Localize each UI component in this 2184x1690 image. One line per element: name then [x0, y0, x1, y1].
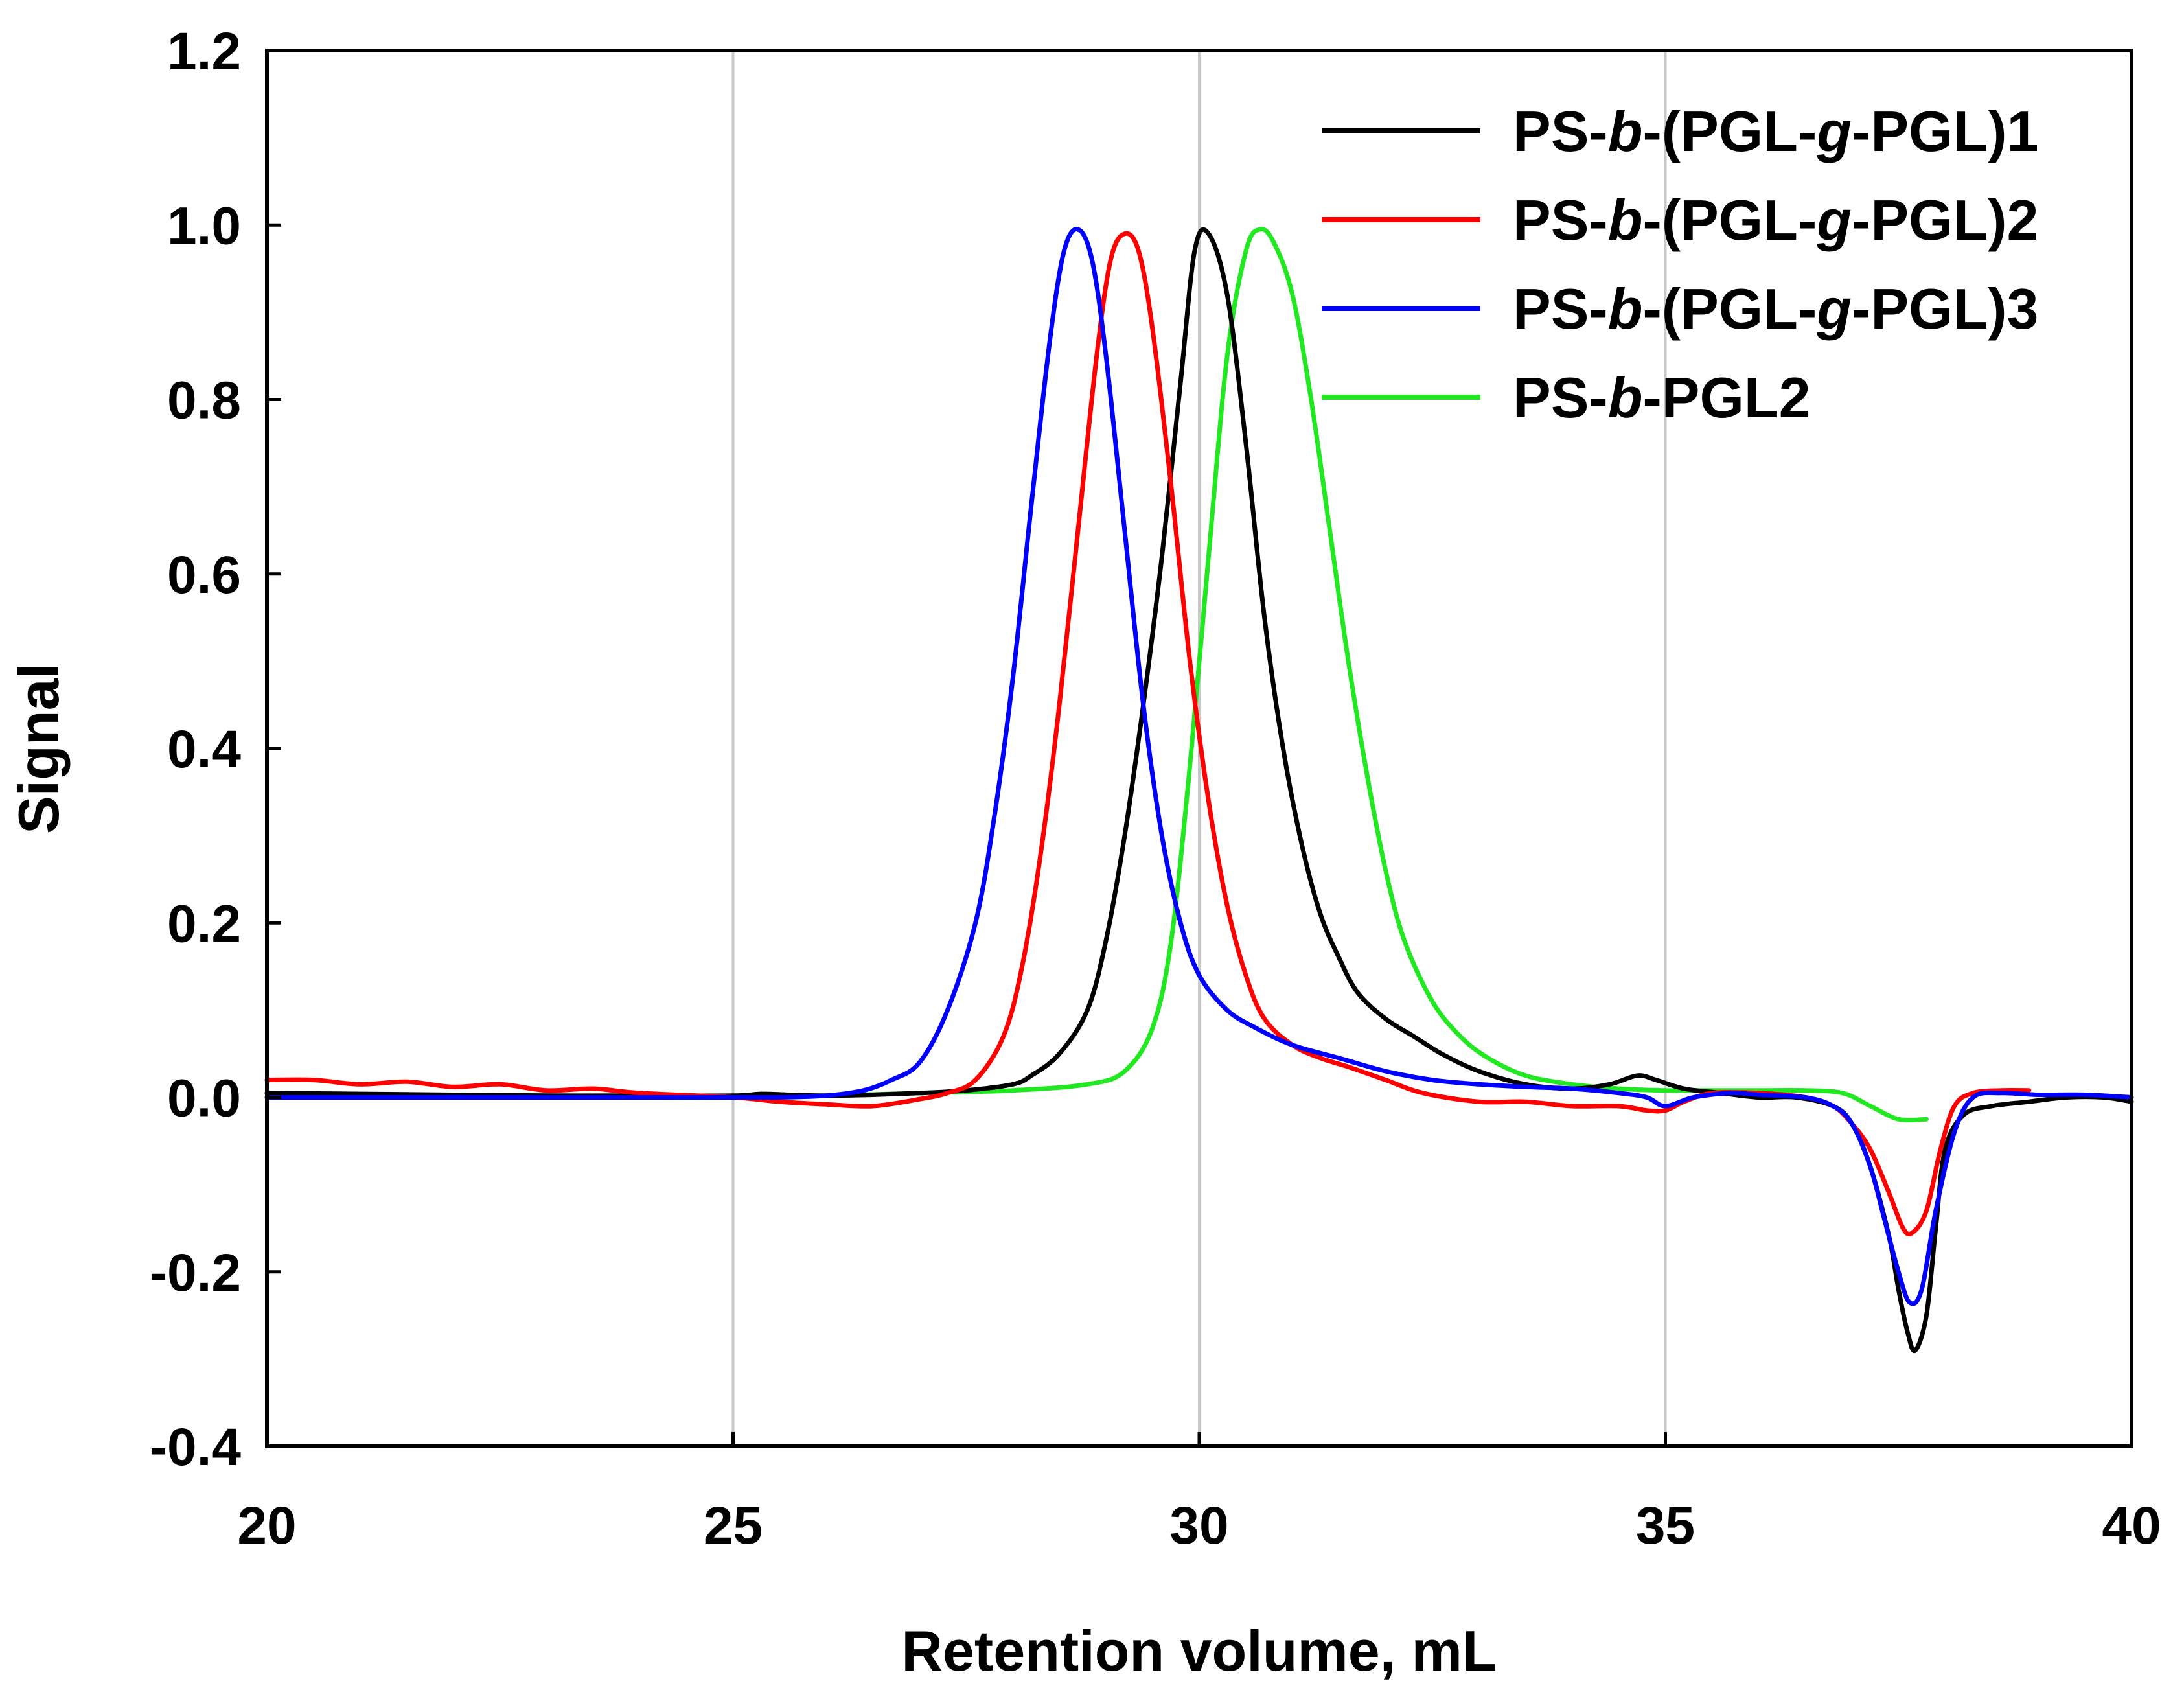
legend: PS-b-(PGL-g-PGL)1PS-b-(PGL-g-PGL)2PS-b-(…	[1322, 99, 2039, 430]
legend-label-part: g	[1816, 188, 1852, 252]
y-tick-label: 0.0	[167, 1069, 241, 1128]
x-axis-ticks: 20 25 30 35 40	[237, 1432, 2161, 1555]
legend-label-part: b	[1608, 188, 1643, 252]
series-line-1	[264, 227, 2134, 1354]
legend-label-part: b	[1608, 99, 1643, 163]
x-tick-label: 25	[704, 1496, 763, 1555]
legend-label: PS-b-(PGL-g-PGL)3	[1513, 277, 2039, 341]
legend-item-3: PS-b-(PGL-g-PGL)3	[1322, 277, 2039, 341]
x-tick-label: 30	[1169, 1496, 1228, 1555]
legend-label-part: g	[1816, 277, 1852, 341]
series-line-3	[264, 227, 2134, 1306]
legend-label-part: b	[1608, 277, 1643, 341]
legend-label-part: -(PGL-	[1642, 277, 1817, 341]
legend-label-part: -PGL)3	[1852, 277, 2038, 341]
legend-item-2: PS-b-(PGL-g-PGL)2	[1322, 188, 2039, 252]
legend-label-part: PS-	[1513, 365, 1608, 430]
legend-item-1: PS-b-(PGL-g-PGL)1	[1322, 99, 2039, 163]
legend-label-part: -PGL)2	[1852, 188, 2038, 252]
legend-label: PS-b-PGL2	[1513, 365, 1811, 430]
legend-label-part: PS-	[1513, 99, 1608, 163]
y-tick-label: 0.4	[167, 720, 241, 779]
legend-label: PS-b-(PGL-g-PGL)2	[1513, 188, 2039, 252]
legend-label-part: -(PGL-	[1642, 188, 1817, 252]
legend-label-part: b	[1608, 365, 1643, 430]
x-tick-label: 20	[237, 1496, 296, 1555]
y-tick-label: 1.0	[167, 196, 241, 255]
y-tick-label: 0.6	[167, 546, 241, 605]
legend-item-4: PS-b-PGL2	[1322, 365, 1811, 430]
legend-label-part: PS-	[1513, 277, 1608, 341]
y-axis-title: Signal	[6, 663, 71, 834]
legend-label-part: g	[1816, 99, 1852, 163]
y-tick-label: -0.2	[150, 1244, 241, 1302]
x-tick-label: 40	[2102, 1496, 2161, 1555]
legend-label-part: -(PGL-	[1642, 99, 1817, 163]
y-tick-label: 0.2	[167, 894, 241, 953]
legend-label-part: PS-	[1513, 188, 1608, 252]
y-axis-ticks: -0.4 -0.2 0.0 0.2 0.4 0.6 0.8 1.0 1.2	[150, 22, 281, 1477]
y-tick-label: 0.8	[167, 371, 241, 430]
y-tick-label: -0.4	[150, 1418, 242, 1477]
x-axis-title: Retention volume, mL	[901, 1619, 1497, 1683]
x-tick-label: 35	[1636, 1496, 1695, 1555]
plot-lines	[264, 227, 2134, 1354]
y-tick-label: 1.2	[167, 22, 241, 81]
legend-label-part: -PGL)1	[1852, 99, 2038, 163]
legend-label: PS-b-(PGL-g-PGL)1	[1513, 99, 2039, 163]
legend-label-part: -PGL2	[1642, 365, 1810, 430]
